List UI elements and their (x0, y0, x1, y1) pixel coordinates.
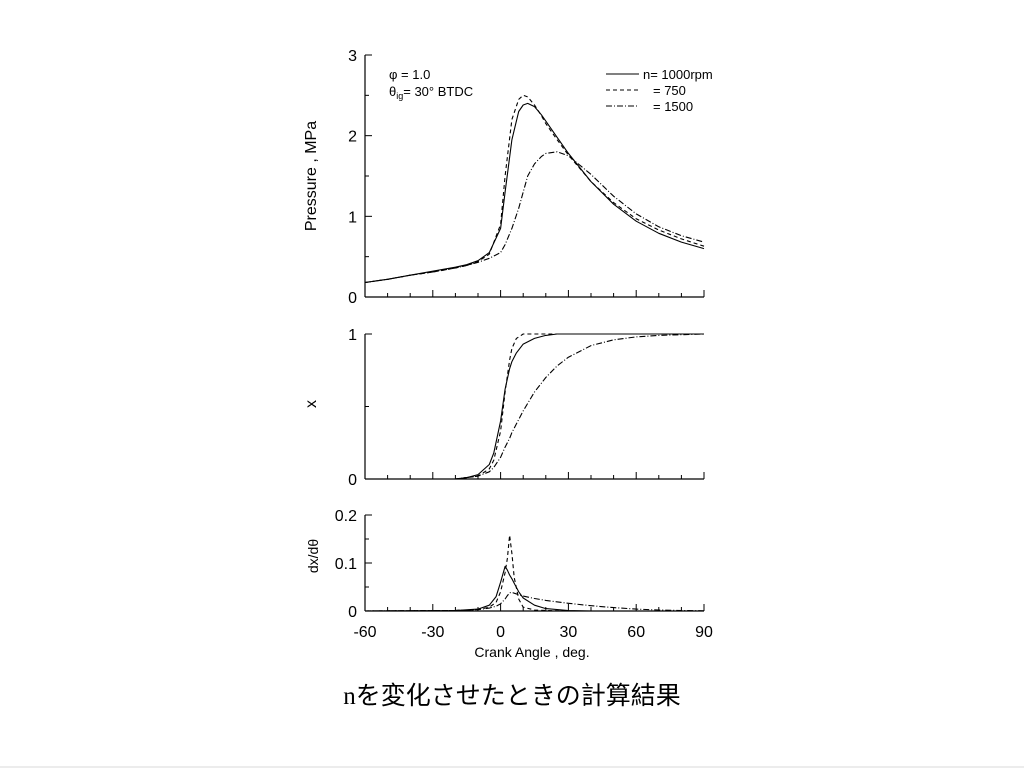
condition-annotation: φ = 1.0 θig= 30° BTDC (389, 67, 473, 101)
burn-rate-x-ticks: -60 -30 0 30 60 90 (353, 604, 713, 641)
pressure-y-tick-label: 3 (348, 48, 357, 65)
crank-angle-x-tick-label: -60 (353, 624, 376, 641)
ignition-timing-value: = 30° BTDC (403, 84, 473, 99)
pressure-y-tick-label: 1 (348, 209, 357, 226)
burn-rate-series-750rpm (364, 534, 704, 612)
pressure-y-tick-label: 0 (348, 290, 357, 307)
legend: n= 1000rpm = 750 = 1500 (606, 67, 713, 114)
bottom-rule (0, 766, 1024, 768)
pressure-y-tick-label: 2 (348, 129, 357, 146)
burn-rate-panel: 0 0.1 0.2 -60 -30 0 30 60 90 dx/dθ Crank Angle … (305, 508, 713, 660)
pressure-series-750rpm (364, 94, 705, 284)
burn-rate-series-1000rpm (364, 565, 704, 612)
legend-label-1500: = 1500 (653, 99, 693, 114)
mass-fraction-panel: 01 x (303, 327, 705, 489)
burn-rate-y-tick-label: 0.1 (335, 556, 357, 573)
legend-label-750: = 750 (653, 83, 686, 98)
ignition-timing-annotation: θig= 30° BTDC (389, 84, 473, 101)
pressure-series-1000rpm (364, 102, 705, 284)
burn-rate-y-ticks: 0 0.1 0.2 (335, 508, 372, 621)
pressure-series-1500rpm (364, 151, 705, 284)
x-panel-series-1000rpm (365, 333, 704, 480)
pressure-panel: 0 1 2 3 Pressure , MPa φ = 1.0 θig= 30° BTD… (303, 48, 713, 307)
caption-text: を変化させたときの計算結果 (355, 681, 681, 710)
burn-rate-y-axis-label: dx/dθ (305, 539, 321, 573)
crank-angle-x-tick-label: -30 (421, 624, 444, 641)
crank-angle-x-tick-label: 0 (496, 624, 505, 641)
x-panel-series-1500rpm (365, 333, 705, 480)
x-panel-x-ticks (364, 472, 705, 479)
x-panel-series (365, 333, 705, 480)
caption-prefix: n (343, 683, 356, 710)
pressure-y-axis-label: Pressure , MPa (303, 121, 320, 231)
crank-angle-x-tick-label: 90 (695, 624, 713, 641)
x-panel-y-ticks: 01 (348, 327, 372, 489)
crank-angle-x-axis-label: Crank Angle , deg. (474, 644, 589, 660)
pressure-series (364, 94, 705, 284)
phi-annotation: φ = 1.0 (389, 67, 430, 82)
burn-rate-series (364, 534, 705, 612)
crank-angle-x-tick-label: 60 (627, 624, 645, 641)
burn-rate-y-tick-label: 0 (348, 604, 357, 621)
pressure-y-ticks: 0 1 2 3 (348, 48, 372, 307)
crank-angle-x-tick-label: 30 (560, 624, 578, 641)
figure-caption: nを変化させたときの計算結果 (0, 676, 1024, 712)
burn-rate-y-tick-label: 0.2 (335, 508, 357, 525)
theta-symbol: θ (389, 84, 396, 99)
burn-rate-series-1500rpm (364, 591, 705, 612)
legend-label-1000rpm: n= 1000rpm (643, 67, 713, 82)
x-panel-y-axis-label: x (303, 400, 320, 408)
pressure-x-ticks (364, 290, 705, 297)
x-panel-series-750rpm (365, 333, 704, 480)
x-panel-y-tick-label: 1 (348, 327, 357, 344)
theta-subscript: ig (396, 91, 403, 101)
x-panel-y-tick-label: 0 (348, 472, 357, 489)
